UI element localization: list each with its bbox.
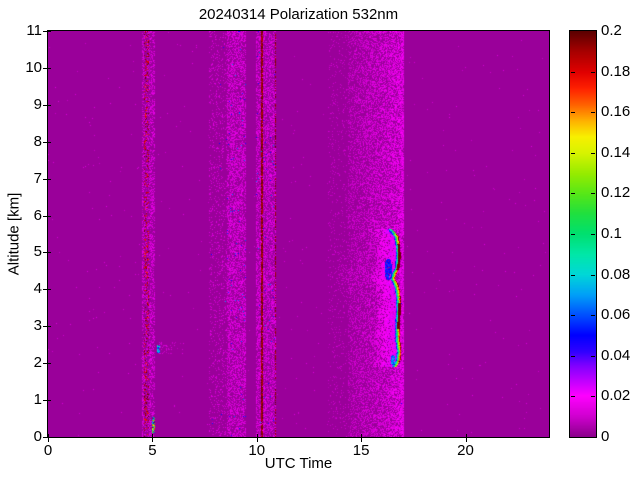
x-tick-label: 5 (148, 442, 157, 459)
heatmap-plot-area (47, 30, 550, 438)
y-tick-mark (43, 326, 47, 328)
y-axis-label: Altitude [km] (5, 192, 23, 276)
y-tick-label: 9 (33, 95, 42, 113)
y-tick-mark-inner (48, 326, 51, 328)
y-tick-label: 1 (33, 391, 42, 409)
y-tick-mark (43, 104, 47, 106)
y-tick-mark (43, 178, 47, 180)
y-tick-mark-inner (48, 289, 51, 291)
y-tick-mark-inner (48, 31, 51, 32)
colorbar-tick-left (571, 112, 575, 114)
colorbar-tick-left (571, 193, 575, 195)
colorbar-tick-right (591, 315, 595, 317)
x-tick-label: 20 (457, 442, 474, 459)
y-tick-mark (43, 400, 47, 402)
colorbar-tick-label: 0.08 (601, 265, 631, 283)
y-tick-mark-inner (48, 215, 51, 217)
y-tick-label: 3 (33, 317, 42, 335)
x-tick-mark-inner (361, 434, 363, 437)
colorbar-tick-left (571, 152, 575, 154)
y-tick-mark (43, 437, 47, 438)
x-tick-label: 0 (43, 442, 53, 459)
x-tick-mark-inner (256, 434, 258, 437)
y-tick-label: 11 (26, 22, 42, 39)
x-tick-mark-inner (48, 434, 49, 437)
colorbar-tick-right (591, 112, 595, 114)
y-tick-mark-inner (48, 252, 51, 254)
heatmap-canvas (48, 31, 549, 437)
y-tick-mark (43, 252, 47, 254)
colorbar-tick-right (591, 152, 595, 154)
x-axis-label: UTC Time (264, 455, 333, 472)
colorbar-tick-right (591, 396, 595, 398)
x-tick-mark (465, 438, 467, 442)
x-tick-mark-inner (465, 434, 467, 437)
y-tick-mark-inner (48, 400, 51, 402)
colorbar-tick-left (571, 274, 575, 276)
colorbar-tick-left (571, 234, 575, 235)
colorbar-tick-label: 0.02 (601, 387, 631, 405)
colorbar-tick-label: 0.04 (601, 346, 631, 364)
x-tick-mark (152, 438, 154, 442)
y-tick-mark-inner (48, 363, 51, 365)
y-tick-label: 10 (25, 58, 42, 76)
y-tick-mark (43, 67, 47, 69)
y-tick-label: 6 (33, 206, 42, 224)
x-tick-label: 10 (248, 442, 266, 459)
x-tick-mark-inner (152, 434, 154, 437)
page-title: 20240314 Polarization 532nm (198, 6, 399, 23)
y-tick-label: 2 (33, 354, 42, 372)
y-tick-label: 7 (33, 169, 42, 187)
colorbar-tick-left (571, 71, 575, 73)
colorbar-tick-left (571, 396, 575, 398)
y-tick-label: 0 (33, 428, 42, 445)
y-tick-mark (43, 141, 47, 143)
x-tick-label: 15 (352, 442, 370, 459)
colorbar-tick-right (591, 355, 595, 357)
y-tick-mark-inner (48, 437, 51, 438)
y-tick-mark (43, 289, 47, 291)
colorbar-tick-label: 0.18 (601, 62, 631, 80)
colorbar-tick-label: 0.1 (601, 225, 622, 242)
colorbar-tick-left (571, 315, 575, 317)
colorbar-tick-right (591, 274, 595, 276)
colorbar-tick-label: 0.06 (601, 306, 631, 324)
y-tick-mark-inner (48, 67, 51, 69)
y-tick-mark (43, 31, 47, 32)
colorbar-tick-label: 0 (601, 428, 610, 445)
colorbar-tick-label: 0.14 (601, 143, 631, 161)
x-tick-mark (256, 438, 258, 442)
colorbar-tick-right (591, 234, 595, 235)
colorbar-tick-label: 0.16 (601, 103, 631, 121)
x-tick-mark (361, 438, 363, 442)
colorbar-tick-label: 0.2 (601, 22, 622, 39)
colorbar-tick-right (591, 193, 595, 195)
y-tick-mark-inner (48, 104, 51, 106)
y-tick-label: 5 (33, 243, 42, 261)
colorbar-tick-right (591, 71, 595, 73)
y-tick-mark-inner (48, 178, 51, 180)
y-tick-label: 4 (33, 280, 42, 298)
y-tick-label: 8 (33, 132, 42, 150)
colorbar-tick-label: 0.12 (601, 184, 631, 202)
y-tick-mark-inner (48, 141, 51, 143)
colorbar-tick-left (571, 355, 575, 357)
x-tick-mark (48, 438, 49, 442)
y-tick-mark (43, 215, 47, 217)
y-tick-mark (43, 363, 47, 365)
